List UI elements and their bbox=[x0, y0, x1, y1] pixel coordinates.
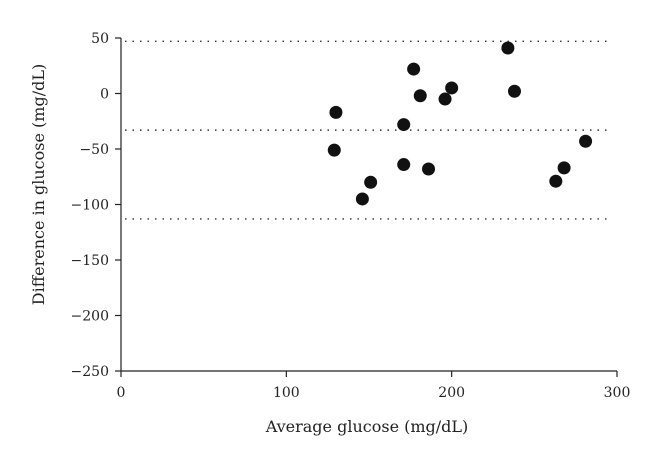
data-point bbox=[422, 162, 436, 176]
data-points bbox=[327, 41, 593, 206]
data-point bbox=[579, 134, 593, 148]
y-axis-label: Difference in glucose (mg/dL) bbox=[29, 64, 48, 305]
data-point bbox=[397, 118, 411, 132]
x-tick-label: 200 bbox=[438, 385, 465, 401]
x-tick-label: 0 bbox=[117, 385, 126, 401]
data-point bbox=[501, 41, 515, 55]
data-point bbox=[407, 62, 421, 76]
reference-lines bbox=[125, 40, 611, 220]
y-tick-label: −100 bbox=[71, 198, 109, 214]
x-tick-label: 100 bbox=[273, 385, 300, 401]
data-point bbox=[549, 174, 563, 188]
y-tick-label: 0 bbox=[100, 87, 109, 103]
y-tick-label: −200 bbox=[71, 309, 109, 325]
x-axis-label: Average glucose (mg/dL) bbox=[265, 417, 469, 436]
y-tick-label: −150 bbox=[71, 253, 109, 269]
x-axis-ticks: 0 100 200 300 bbox=[117, 371, 631, 401]
data-point bbox=[329, 105, 343, 119]
x-tick-label: 300 bbox=[604, 385, 631, 401]
data-point bbox=[438, 92, 452, 106]
data-point bbox=[364, 175, 378, 189]
y-axis-ticks: 50 0 −50 −100 −150 −200 −250 bbox=[71, 31, 121, 380]
data-point bbox=[413, 89, 427, 103]
y-tick-label: −50 bbox=[79, 142, 109, 158]
data-point bbox=[355, 192, 369, 206]
y-tick-label: −250 bbox=[71, 364, 109, 380]
y-tick-label: 50 bbox=[91, 31, 109, 47]
data-point bbox=[445, 81, 459, 95]
data-point bbox=[327, 143, 341, 157]
data-point bbox=[507, 84, 521, 98]
data-point bbox=[397, 158, 411, 172]
data-point bbox=[557, 161, 571, 175]
